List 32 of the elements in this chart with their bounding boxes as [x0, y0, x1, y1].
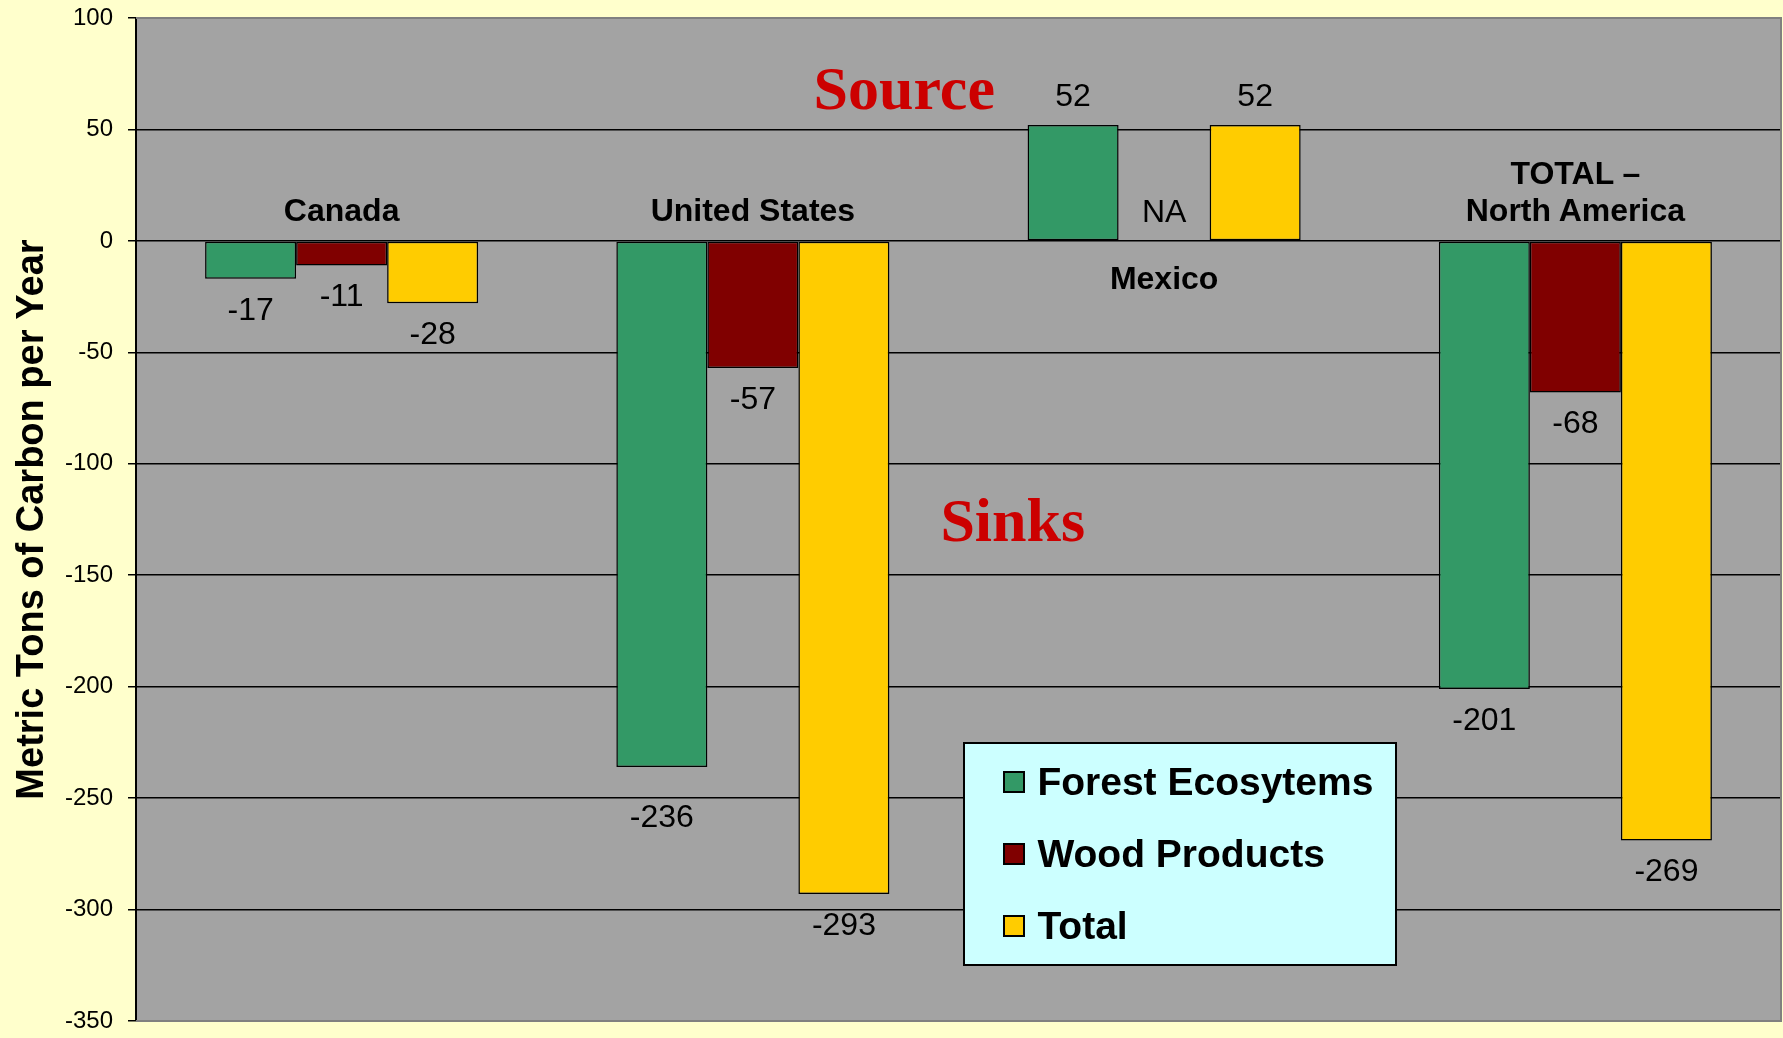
data-label: -293 [811, 905, 876, 942]
data-label: -68 [1552, 404, 1599, 441]
data-label: -28 [409, 315, 456, 352]
y-tick-label: 0 [99, 225, 113, 253]
data-label: 52 [1055, 76, 1091, 113]
data-label: -201 [1452, 700, 1517, 737]
text: NA [1141, 192, 1187, 229]
y-tick-label: -50 [78, 336, 113, 364]
y-tick-label: -100 [64, 448, 113, 476]
data-label: -11 [319, 277, 364, 314]
x-tick-label: Canada [283, 191, 400, 228]
x-tick-label: Mexico [1109, 259, 1219, 296]
y-tick-label: -200 [64, 671, 113, 699]
y-axis-title: Metric Tons of Carbon per Year [9, 239, 52, 800]
legend-label: Total [1037, 904, 1128, 948]
y-tick-label: -300 [64, 894, 113, 922]
y-tick-label: -150 [64, 559, 113, 587]
data-label: -17 [227, 290, 274, 327]
data-label: -269 [1634, 852, 1699, 889]
annotation: Source [813, 54, 995, 123]
data-label: -57 [729, 379, 776, 416]
y-tick-label: 100 [72, 2, 113, 30]
annotation: Sinks [940, 485, 1086, 554]
y-tick-label: -250 [64, 782, 113, 810]
legend-label: Wood Products [1037, 832, 1325, 876]
x-tick-label: TOTAL – North America [1465, 154, 1686, 228]
x-tick-label: United States [650, 191, 856, 228]
y-tick-label: 50 [86, 114, 113, 142]
legend-label: Forest Ecosytems [1037, 760, 1374, 804]
data-label: 52 [1237, 76, 1273, 113]
data-label: -236 [629, 797, 694, 834]
y-tick-label: -350 [64, 1005, 113, 1033]
